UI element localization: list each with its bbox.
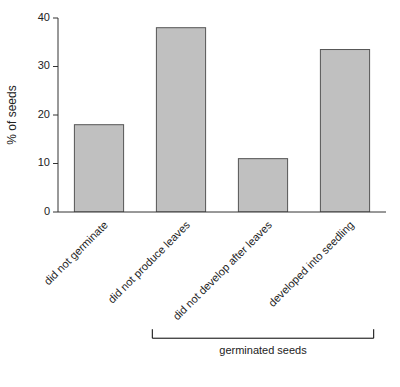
chart: 010203040% of seedsdid not germinatedid … (0, 0, 400, 387)
y-tick-label: 40 (38, 11, 50, 23)
bracket-tick (373, 329, 374, 338)
bracket-line (152, 338, 373, 339)
bars (74, 28, 369, 212)
y-tick (53, 66, 58, 67)
x-tick-label: did not produce leaves (105, 218, 192, 305)
bracket (152, 329, 373, 338)
y-tick-label: 0 (44, 205, 50, 217)
x-tick-label: did not germinate (41, 219, 110, 288)
y-tick (53, 163, 58, 164)
y-axis-label: % of seeds (5, 85, 19, 144)
y-tick (53, 115, 58, 116)
x-tick-label: did not develop after leaves (170, 218, 274, 322)
bar (156, 28, 205, 212)
bar (238, 159, 287, 212)
bracket-tick (152, 329, 153, 338)
annotation: germinated seeds (219, 344, 307, 356)
y-tick (53, 18, 58, 19)
y-tick-label: 10 (38, 156, 50, 168)
x-tick-label: developed into seedling (266, 219, 356, 309)
bar (74, 125, 123, 212)
y-tick-label: 30 (38, 59, 50, 71)
y-tick-label: 20 (38, 108, 50, 120)
chart-container: 010203040% of seedsdid not germinatedid … (0, 0, 400, 387)
background (0, 0, 400, 387)
x-axis-line (58, 212, 386, 213)
bar (320, 50, 369, 212)
y-tick (53, 212, 58, 213)
